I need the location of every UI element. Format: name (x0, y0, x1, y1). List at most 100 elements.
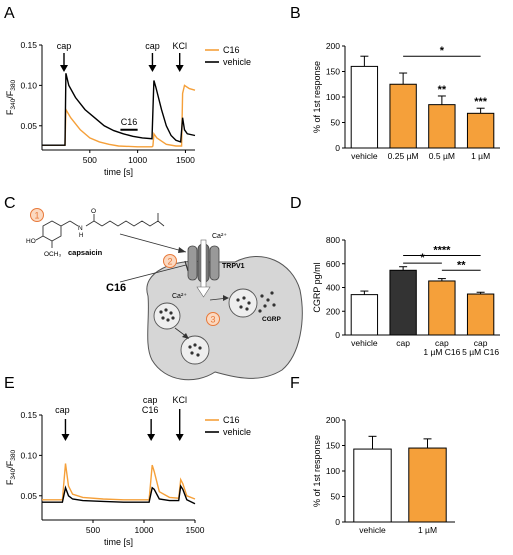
capsaicin-atom-och3: OCH₃ (44, 251, 61, 258)
x-tick-label: 1000 (128, 155, 147, 165)
category-label: 1 µM (418, 525, 437, 535)
panel-letter-e: E (4, 375, 15, 392)
calcium-flow-arrowhead (196, 286, 211, 298)
step-2-marker (163, 254, 177, 268)
category-label: vehicle (351, 151, 378, 161)
step-1-marker (30, 208, 44, 222)
x-tick-label: 500 (83, 155, 97, 165)
arrow-cap-2-head (148, 65, 157, 72)
significance-label: ** (457, 259, 466, 271)
series-line-C16 (42, 463, 196, 501)
category-label: 0.5 µM (429, 151, 455, 161)
legend-label-C16: C16 (223, 45, 240, 55)
significance-label: *** (474, 96, 488, 108)
legend-label-vehicle: vehicle (223, 427, 251, 437)
y-tick-label: 50 (331, 492, 341, 502)
step-3-label: 3 (210, 315, 215, 325)
bar (428, 104, 456, 149)
y-tick-label: 400 (326, 283, 340, 293)
capsaicin-structure (35, 213, 165, 248)
panel-letter-c: C (4, 195, 16, 212)
significance-label: **** (433, 244, 451, 256)
y-tick-label: 150 (326, 67, 340, 77)
ca-bottom-label: Ca²⁺ (172, 293, 187, 300)
y-axis-label: F340/F380 (5, 450, 17, 486)
category-label: 1 µM (471, 151, 490, 161)
y-tick-label: 100 (326, 466, 340, 476)
panel-letter-b: B (290, 5, 301, 22)
y-tick-label: 50 (331, 118, 341, 128)
capsaicin-atom-ho: HO (26, 238, 36, 245)
bar (353, 448, 392, 523)
category-label: cap (396, 338, 410, 348)
y-axis-label: % of 1st response (312, 435, 322, 507)
c16-inhibition-bar (184, 260, 189, 272)
y-tick-label: 0 (335, 517, 340, 527)
category-label: vehicle (359, 525, 386, 535)
y-tick-label: 200 (326, 41, 340, 51)
annotation-kcl: KCl (172, 395, 187, 405)
calcium-flow-arrow (200, 239, 207, 289)
bar (408, 447, 447, 523)
y-tick-label: 0 (335, 330, 340, 340)
arrow-cap-head (61, 434, 70, 441)
significance-label: * (420, 252, 425, 264)
category-label: 5 µM C16 (462, 347, 499, 357)
step-2-label: 2 (167, 257, 172, 267)
chart-e-calcium-trace: 0.05 0.10 0.15 500 1000 1500 time [s] F340/F380… (5, 395, 251, 547)
y-axis-label: F340/F380 (5, 80, 17, 116)
capsaicin-arrow (119, 233, 187, 253)
x-tick-label: 1500 (186, 525, 205, 535)
significance-label: ** (438, 84, 447, 96)
vesicle-arrowhead (223, 295, 229, 301)
annotation-cap-1: cap (57, 41, 72, 51)
cgrp-label: CGRP (262, 316, 281, 323)
step-1-label: 1 (34, 211, 39, 221)
bar (466, 112, 495, 149)
step-3-marker (206, 312, 220, 326)
capsaicin-atom-n: N (78, 225, 83, 232)
arrow-cap-c16-head (147, 434, 156, 441)
y-tick-label: 0.05 (20, 121, 37, 131)
panel-letter-d: D (290, 195, 302, 212)
x-tick-label: 1000 (135, 525, 154, 535)
capsaicin-atom-o: O (91, 208, 96, 215)
vesicle-granules (159, 291, 276, 357)
panel-letter-a: A (4, 5, 15, 22)
y-tick-label: 200 (326, 415, 340, 425)
arrow-cap-1-head (59, 65, 68, 72)
significance-label: * (440, 45, 445, 57)
c16-inhibition-line (119, 264, 187, 283)
annotation-cap: cap (55, 405, 70, 415)
trpv1-label: TRPV1 (222, 263, 245, 270)
chart-a-calcium-trace: 0.05 0.10 0.15 500 1000 1500 time [s] F340/F380… (5, 40, 251, 177)
series-line-vehicle (42, 484, 196, 505)
y-axis-label: % of 1st response (312, 61, 322, 133)
y-tick-label: 0 (335, 143, 340, 153)
bar (428, 280, 456, 336)
panel-letter-f: F (290, 375, 300, 392)
y-tick-label: 0.15 (20, 40, 37, 50)
y-tick-label: 0.05 (20, 491, 37, 501)
bar (350, 65, 379, 149)
x-tick-label: 1500 (176, 155, 195, 165)
y-tick-label: 100 (326, 92, 340, 102)
y-axis-label: CGRP pg/ml (312, 262, 322, 312)
vesicle-2 (180, 335, 210, 365)
y-tick-label: 0.15 (20, 410, 37, 420)
c16-label: C16 (106, 282, 126, 294)
y-tick-label: 600 (326, 259, 340, 269)
arrow-kcl-head (175, 65, 184, 72)
annotation-cap-c16-line1: cap (143, 395, 158, 405)
category-label: 0.25 µM (388, 151, 419, 161)
series-line-vehicle (42, 73, 196, 146)
vesicle-3 (228, 288, 258, 318)
y-tick-label: 0.10 (20, 80, 37, 90)
legend-label-vehicle: vehicle (223, 57, 251, 67)
category-label: 1 µM C16 (423, 347, 460, 357)
capsaicin-atom-h: H (79, 233, 83, 239)
annotation-cap-2: cap (145, 41, 160, 51)
vesicle-1 (153, 302, 181, 330)
bar (389, 269, 417, 336)
